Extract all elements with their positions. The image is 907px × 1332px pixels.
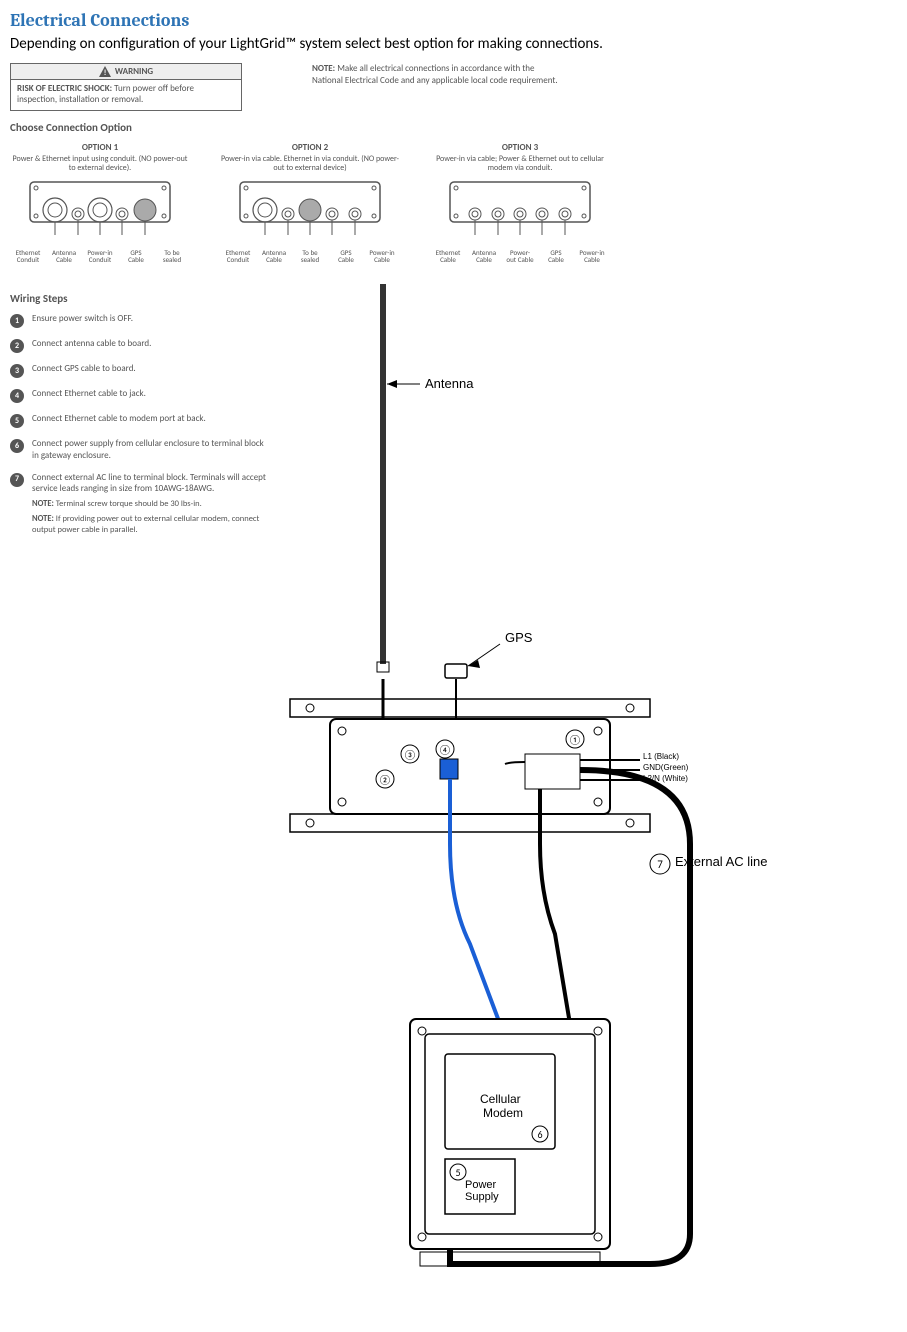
- port-label: To be sealed: [158, 249, 186, 264]
- step-note: NOTE: If providing power out to external…: [32, 514, 270, 536]
- port-label: Power-in Cable: [578, 249, 606, 264]
- top-note-text: Make all electrical connections in accor…: [312, 63, 558, 86]
- intro-text: Depending on configuration of your Light…: [10, 35, 897, 53]
- option-desc: Power-in via cable. Ethernet in via cond…: [220, 155, 400, 174]
- step-text: Connect Ethernet cable to jack.: [32, 388, 270, 400]
- option-3: OPTION 3 Power-in via cable; Power & Eth…: [430, 142, 610, 265]
- warning-body: RISK OF ELECTRIC SHOCK: Turn power off b…: [11, 80, 241, 110]
- step-num-icon: 1: [10, 314, 24, 328]
- step-num-icon: 4: [10, 389, 24, 403]
- options-row: OPTION 1 Power & Ethernet input using co…: [10, 142, 897, 265]
- svg-text:②: ②: [378, 773, 391, 786]
- enclosure-icon: [230, 180, 390, 240]
- note-text: If providing power out to external cellu…: [32, 514, 259, 535]
- gnd-label: GND(Green): [643, 763, 688, 772]
- option-desc: Power & Ethernet input using conduit. (N…: [10, 155, 190, 174]
- svg-text:①: ①: [568, 733, 581, 746]
- port-label: To be sealed: [296, 249, 324, 264]
- step-2: 2 Connect antenna cable to board.: [10, 338, 270, 353]
- port-labels: Ethernet Conduit Antenna Cable To be sea…: [220, 249, 400, 264]
- warning-box: ! WARNING RISK OF ELECTRIC SHOCK: Turn p…: [10, 63, 242, 111]
- port-labels: Ethernet Conduit Antenna Cable Power-in …: [10, 249, 190, 264]
- note-bold: NOTE:: [32, 514, 54, 524]
- power-label-1: Power: [465, 1179, 496, 1191]
- step-text: Connect antenna cable to board.: [32, 338, 270, 350]
- step-text: Ensure power switch is OFF.: [32, 313, 270, 325]
- step-4: 4 Connect Ethernet cable to jack.: [10, 388, 270, 403]
- port-labels: Ethernet Cable Antenna Cable Power-out C…: [430, 249, 610, 264]
- svg-text:7: 7: [657, 858, 663, 871]
- warning-bold: RISK OF ELECTRIC SHOCK:: [17, 83, 112, 94]
- wiring-label: Wiring Steps: [10, 292, 270, 305]
- port-label: Antenna Cable: [260, 249, 288, 264]
- svg-text:!: !: [104, 68, 107, 77]
- port-label: Ethernet Conduit: [224, 249, 252, 264]
- step-text: Connect external AC line to terminal blo…: [32, 472, 270, 537]
- step-text: Connect power supply from cellular enclo…: [32, 438, 270, 461]
- step-7-main: Connect external AC line to terminal blo…: [32, 472, 266, 495]
- option-2: OPTION 2 Power-in via cable. Ethernet in…: [220, 142, 400, 265]
- port-label: Power-in Conduit: [86, 249, 114, 264]
- port-label: Antenna Cable: [470, 249, 498, 264]
- step-6: 6 Connect power supply from cellular encl…: [10, 438, 270, 461]
- option-title: OPTION 3: [430, 142, 610, 153]
- option-desc: Power-in via cable; Power & Ethernet out…: [430, 155, 610, 174]
- power-label-2: Supply: [465, 1191, 499, 1203]
- port-label: GPS Cable: [122, 249, 150, 264]
- option-1: OPTION 1 Power & Ethernet input using co…: [10, 142, 190, 265]
- step-num-icon: 7: [10, 473, 24, 487]
- port-label: Power-in Cable: [368, 249, 396, 264]
- warning-header: ! WARNING: [11, 64, 241, 80]
- svg-text:6: 6: [537, 1128, 542, 1141]
- port-label: Power-out Cable: [506, 249, 534, 264]
- wiring-diagram: ③ ④ ② ① 7 6: [270, 284, 897, 1309]
- circle-3: ③: [403, 748, 416, 761]
- port-label: GPS Cable: [332, 249, 360, 264]
- port-label: Ethernet Cable: [434, 249, 462, 264]
- ac-label: External AC line: [675, 854, 768, 869]
- top-note: NOTE: Make all electrical connections in…: [312, 63, 562, 86]
- lower-section: Wiring Steps 1 Ensure power switch is OFF…: [10, 284, 897, 1309]
- choose-label: Choose Connection Option: [10, 121, 897, 134]
- port-label: Ethernet Conduit: [14, 249, 42, 264]
- svg-text:5: 5: [455, 1166, 460, 1179]
- step-text: Connect Ethernet cable to modem port at …: [32, 413, 270, 425]
- antenna-label: Antenna: [425, 376, 473, 391]
- option-title: OPTION 2: [220, 142, 400, 153]
- svg-text:④: ④: [438, 743, 451, 756]
- top-note-bold: NOTE:: [312, 63, 335, 74]
- option-title: OPTION 1: [10, 142, 190, 153]
- note-bold: NOTE:: [32, 499, 54, 509]
- step-1: 1 Ensure power switch is OFF.: [10, 313, 270, 328]
- warning-title: WARNING: [115, 66, 153, 77]
- modem-label-1: Cellular: [480, 1092, 521, 1106]
- step-num-icon: 5: [10, 414, 24, 428]
- step-note: NOTE: Terminal screw torque should be 30…: [32, 499, 270, 510]
- step-num-icon: 6: [10, 439, 24, 453]
- page-title: Electrical Connections: [10, 10, 897, 31]
- step-num-icon: 2: [10, 339, 24, 353]
- top-panel: ! WARNING RISK OF ELECTRIC SHOCK: Turn p…: [10, 63, 897, 111]
- step-3: 3 Connect GPS cable to board.: [10, 363, 270, 378]
- enclosure-icon: [20, 180, 180, 240]
- modem-label-2: Modem: [483, 1106, 523, 1120]
- step-text: Connect GPS cable to board.: [32, 363, 270, 375]
- wiring-steps: Wiring Steps 1 Ensure power switch is OFF…: [10, 284, 270, 546]
- l2-label: L2/N (White): [643, 774, 688, 783]
- l1-label: L1 (Black): [643, 752, 679, 761]
- port-label: GPS Cable: [542, 249, 570, 264]
- gps-label: GPS: [505, 630, 532, 645]
- enclosure-icon: [440, 180, 600, 240]
- step-7: 7 Connect external AC line to terminal b…: [10, 472, 270, 537]
- port-label: Antenna Cable: [50, 249, 78, 264]
- warning-icon: !: [99, 66, 111, 77]
- note-text: Terminal screw torque should be 30 lbs-i…: [54, 499, 202, 509]
- step-num-icon: 3: [10, 364, 24, 378]
- step-5: 5 Connect Ethernet cable to modem port at…: [10, 413, 270, 428]
